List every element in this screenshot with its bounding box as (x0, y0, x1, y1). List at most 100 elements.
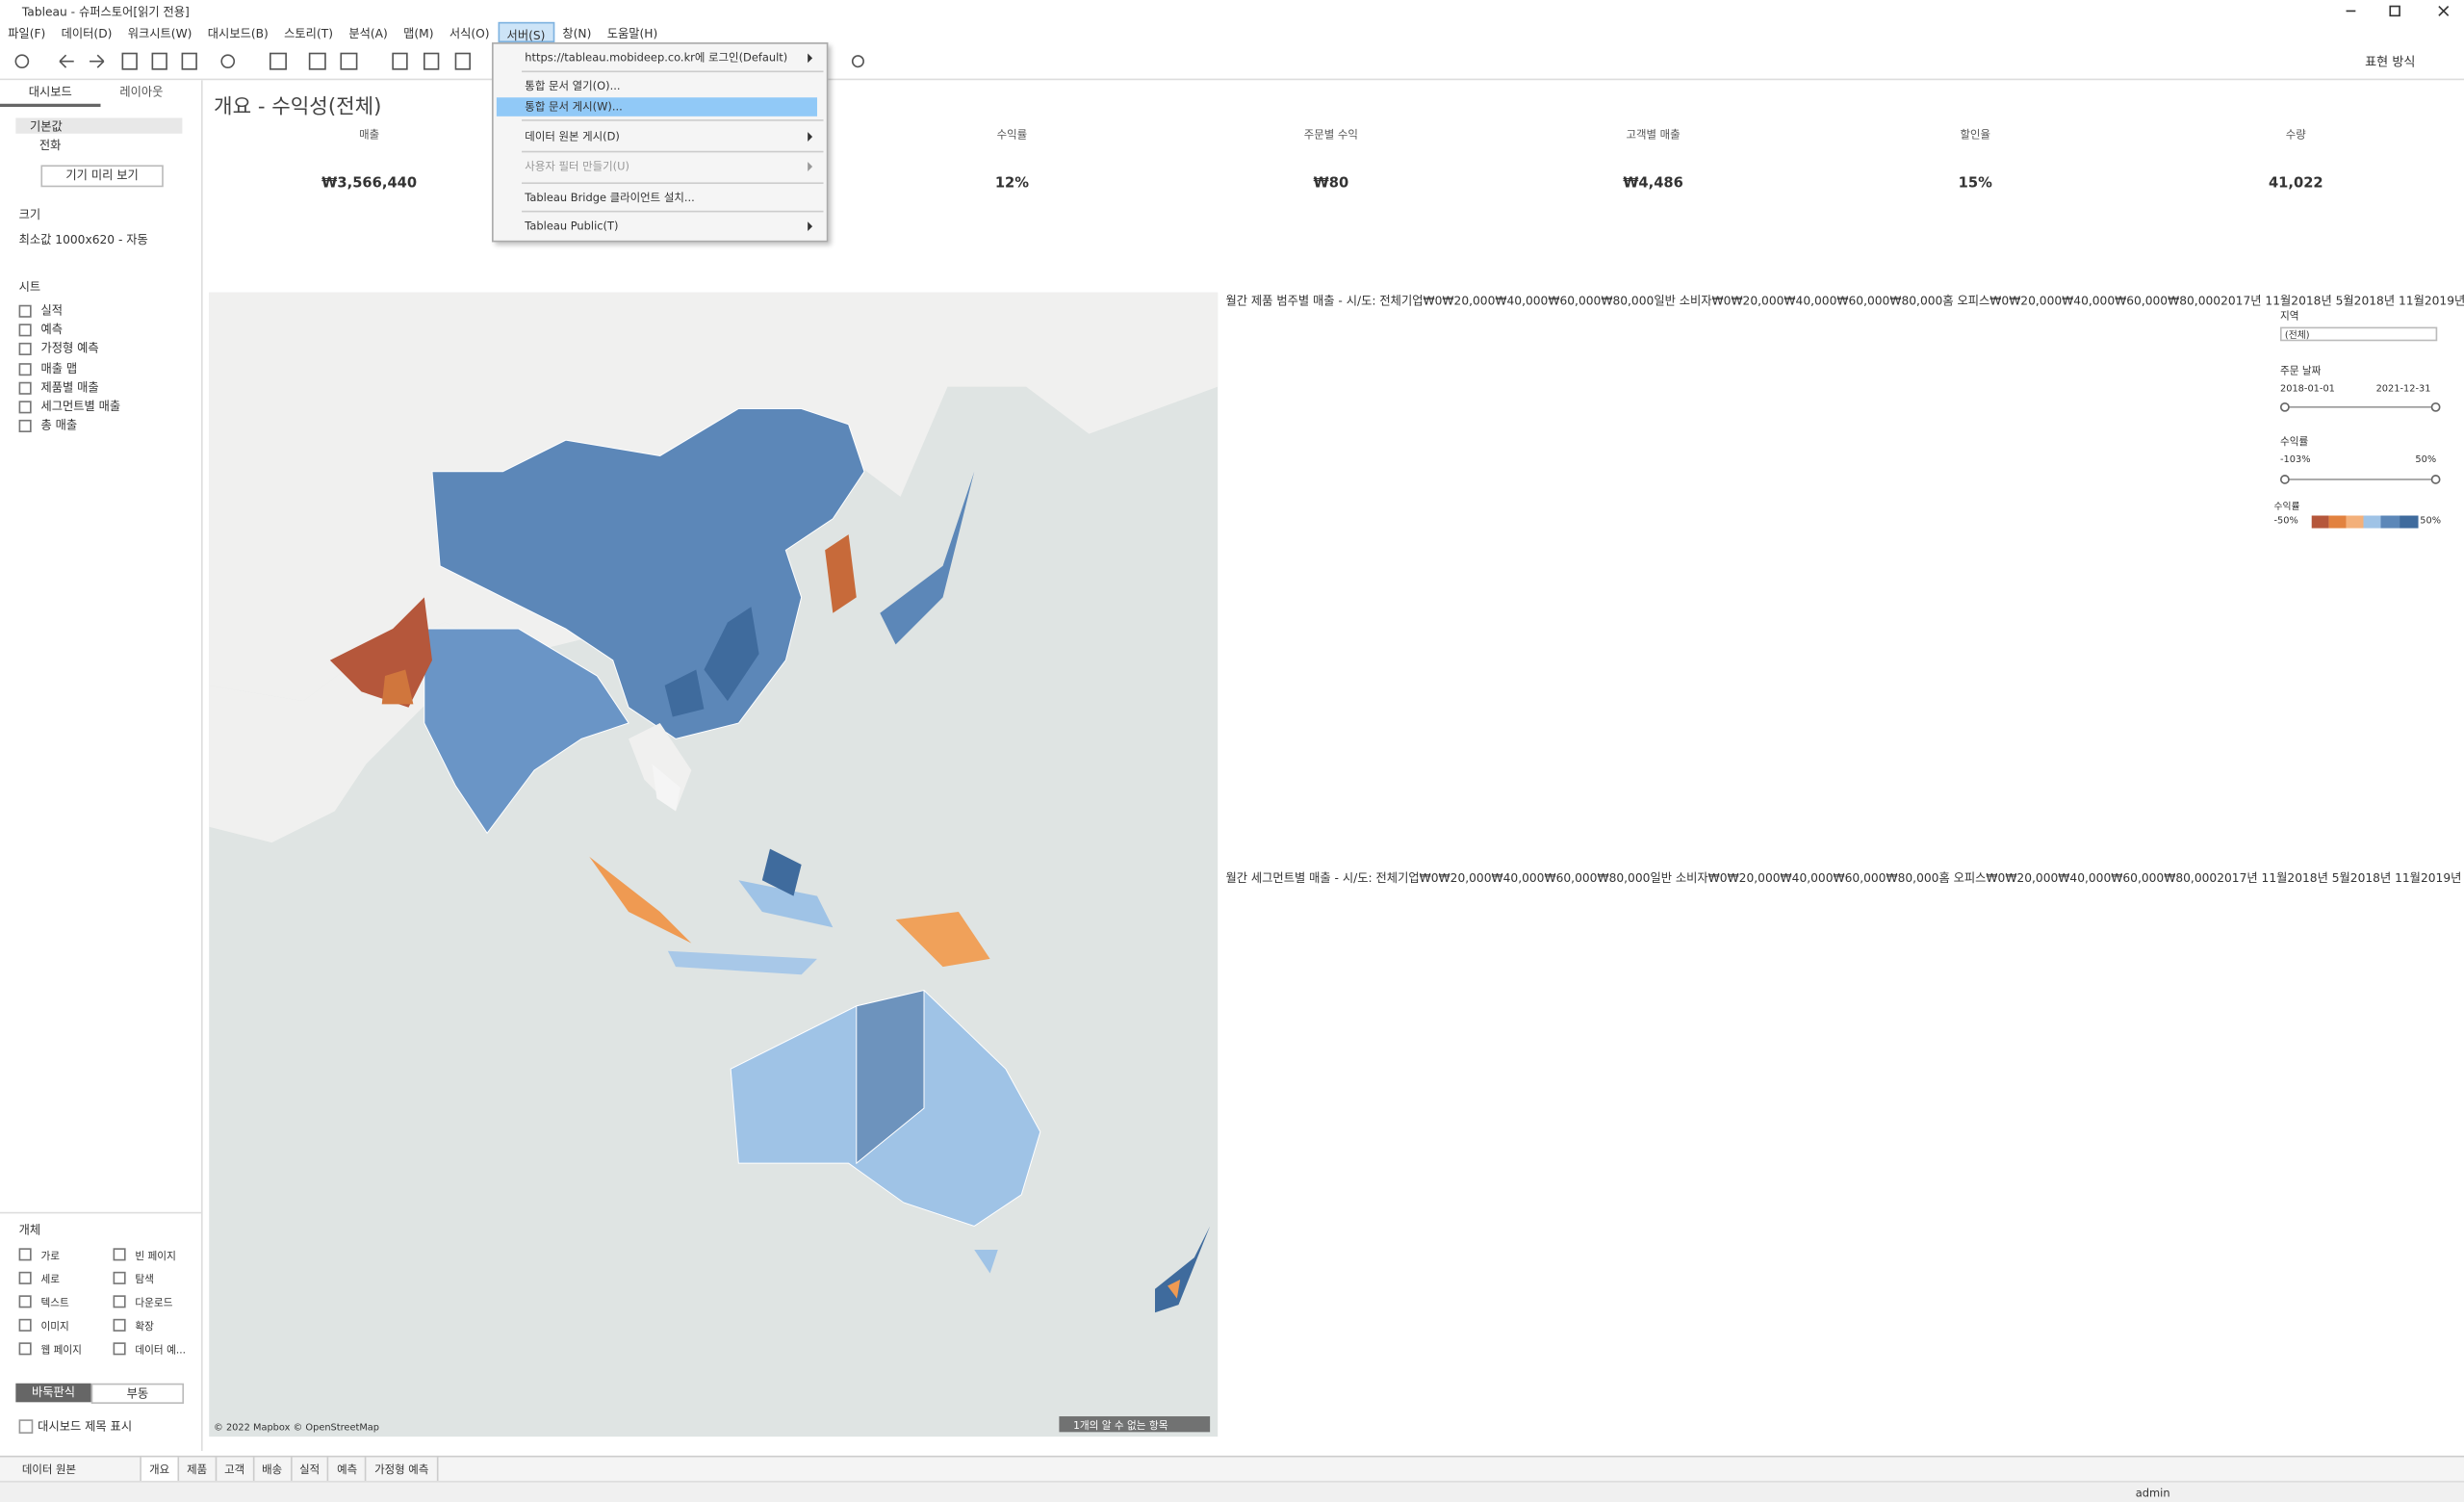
row-header: 일반 소비자 (1650, 870, 1708, 886)
menu-item[interactable]: 스토리(T) (284, 26, 333, 41)
tab-dashboard[interactable]: 대시보드 (0, 80, 101, 108)
menu-item[interactable]: 파일(F) (8, 26, 46, 41)
menu-item[interactable]: 서식(O) (449, 26, 490, 41)
sheet-item[interactable]: 총 매출 (40, 418, 78, 433)
y-tick-label: ₩20,000 (1731, 294, 1784, 308)
date-slider[interactable] (2279, 400, 2441, 415)
device-preview-button[interactable]: 기기 미리 보기 (40, 165, 164, 188)
object-item[interactable]: 웹 페이지 (40, 1343, 82, 1357)
sheet-icon (18, 343, 32, 356)
y-tick-label: ₩20,000 (2009, 294, 2063, 308)
x-tick-label: 2018년 11월 (2353, 294, 2425, 308)
x-tick-label: 2018년 11월 (2349, 870, 2421, 886)
object-item[interactable]: 가로 (40, 1249, 60, 1263)
object-item[interactable]: 텍스트 (40, 1296, 69, 1309)
toolbar-icons[interactable] (0, 44, 880, 79)
map-unknown-items[interactable]: 1개의 알 수 없는 항목 (1073, 1419, 1168, 1433)
menu-item[interactable]: 서버(S) (497, 21, 555, 43)
menu-item[interactable]: 분석(A) (348, 26, 388, 41)
checkbox[interactable] (18, 1419, 34, 1434)
y-tick-label: ₩0 (1711, 294, 1732, 308)
object-icon (113, 1271, 126, 1284)
sheet-item[interactable]: 제품별 매출 (40, 379, 99, 395)
server-menu: https://tableau.mobideep.co.kr에 로그인(Defa… (492, 42, 829, 243)
chart: 월간 세그먼트별 매출 - 시/도: 전체기업₩0₩20,000₩40,000₩… (1225, 869, 2464, 887)
menu-item[interactable]: 워크시트(W) (127, 26, 192, 41)
sheet-item[interactable]: 매출 맵 (40, 360, 78, 376)
object-item[interactable]: 이미지 (40, 1320, 69, 1334)
date-filter-label: 주문 날짜 (2279, 364, 2322, 377)
menu-option[interactable]: https://tableau.mobideep.co.kr에 로그인(Defa… (525, 51, 788, 65)
sheet-tab[interactable]: 배송 (254, 1457, 292, 1483)
menu-item[interactable]: 데이터(D) (61, 26, 113, 41)
object-item[interactable]: 확장 (135, 1320, 154, 1334)
tiled-button[interactable]: 바둑판식 (15, 1383, 91, 1403)
sheet-tab[interactable]: 예측 (329, 1457, 367, 1483)
sheet-tab[interactable]: 개요 (141, 1457, 179, 1483)
menu-option[interactable]: 데이터 원본 게시(D) (525, 130, 620, 143)
sheet-tab[interactable]: 제품 (179, 1457, 217, 1483)
sheet-item[interactable]: 가정형 예측 (40, 341, 99, 356)
menu-item[interactable]: 창(N) (562, 26, 592, 41)
object-icon (113, 1295, 126, 1308)
sheet-tab[interactable]: 고객 (217, 1457, 254, 1483)
object-icon (18, 1342, 32, 1356)
profit-slider[interactable] (2279, 472, 2441, 487)
sheet-item[interactable]: 세그먼트별 매출 (40, 399, 121, 414)
window-controls[interactable] (2325, 2, 2459, 19)
menu-item[interactable]: 맵(M) (403, 26, 434, 41)
object-item[interactable]: 세로 (40, 1273, 60, 1286)
y-tick-label: ₩40,000 (2058, 870, 2112, 886)
sheet-tab-bar: 데이터 원본 개요 제품 고객 배송 실적 예측 가정형 예측 (0, 1455, 2464, 1483)
y-tick-label: ₩80,000 (2168, 294, 2221, 308)
sheet-item[interactable]: 예측 (40, 323, 63, 337)
kpi-label: 주문별 수익 (1303, 128, 1358, 142)
y-tick-label: ₩40,000 (1780, 870, 1834, 886)
object-item[interactable]: 다운로드 (135, 1296, 173, 1309)
object-icon (113, 1318, 126, 1332)
object-item[interactable]: 데이터 예... (135, 1343, 186, 1357)
region-filter[interactable]: (전체) (2279, 326, 2438, 342)
menu-item[interactable]: 도움말(H) (606, 26, 658, 41)
sheet-icon (18, 381, 32, 395)
sheet-icon (18, 420, 32, 433)
menu-item[interactable]: 대시보드(B) (207, 26, 269, 41)
x-tick-label: 2019년 5월 (2420, 870, 2464, 886)
menu-option[interactable]: 통합 문서 열기(O)... (525, 80, 621, 93)
title-bar (0, 0, 2464, 21)
menu-separator (522, 150, 824, 153)
show-title-label[interactable]: 대시보드 제목 표시 (38, 1419, 133, 1434)
legend-max: 50% (2420, 515, 2442, 527)
data-source-tab[interactable]: 데이터 원본 (0, 1457, 141, 1483)
sheet-item[interactable]: 실적 (40, 303, 63, 318)
row-header: 일반 소비자 (1654, 294, 1712, 308)
kpi-label: 수익률 (996, 128, 1028, 142)
region-filter-label: 지역 (2279, 309, 2299, 323)
sheet-tab[interactable]: 실적 (292, 1457, 329, 1483)
chart-title-emphasis: 전체 (1379, 294, 1401, 308)
menu-option[interactable]: Tableau Public(T) (525, 220, 619, 233)
tab-layout[interactable]: 레이아웃 (119, 85, 164, 99)
submenu-arrow (808, 221, 813, 231)
show-me[interactable]: 표현 방식 (2365, 55, 2416, 69)
chart-title-emphasis: 전체 (1375, 870, 1399, 886)
kpi-value: 41,022 (2268, 175, 2323, 193)
dashboard-title: 개요 - 수익성(전체) (214, 95, 382, 120)
menu-option[interactable]: 통합 문서 게시(W)... (496, 97, 817, 117)
y-tick-label: ₩80,000 (2164, 870, 2218, 886)
size-select[interactable]: 최소값 1000x620 - 자동 (18, 232, 148, 247)
sheet-tab[interactable]: 가정형 예측 (367, 1457, 439, 1483)
chart-title-text: 월간 제품 범주별 매출 - 시/도: (1225, 294, 1380, 308)
profit-max: 50% (2415, 453, 2437, 466)
user-name[interactable]: admin (2135, 1487, 2170, 1500)
object-item[interactable]: 빈 페이지 (135, 1249, 176, 1263)
sheet-icon (18, 324, 32, 337)
device-phone[interactable]: 전화 (38, 138, 62, 153)
submenu-arrow (808, 132, 813, 142)
map[interactable] (209, 292, 1219, 1437)
object-item[interactable]: 탐색 (135, 1273, 154, 1286)
menu-option[interactable]: Tableau Bridge 클라이언트 설치... (525, 192, 695, 205)
floating-button[interactable]: 부동 (90, 1383, 185, 1404)
device-default[interactable]: 기본값 (15, 117, 183, 134)
menu-separator (522, 70, 824, 73)
